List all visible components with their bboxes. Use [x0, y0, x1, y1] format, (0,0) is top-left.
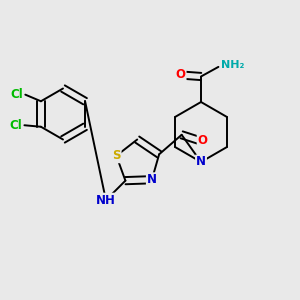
Text: N: N — [147, 173, 157, 186]
Text: Cl: Cl — [9, 119, 22, 132]
Text: Cl: Cl — [10, 88, 23, 101]
Text: O: O — [176, 68, 186, 82]
Text: NH: NH — [96, 194, 116, 207]
Text: O: O — [198, 134, 208, 147]
Text: S: S — [112, 149, 121, 162]
Text: N: N — [196, 155, 206, 169]
Text: NH₂: NH₂ — [221, 60, 245, 70]
